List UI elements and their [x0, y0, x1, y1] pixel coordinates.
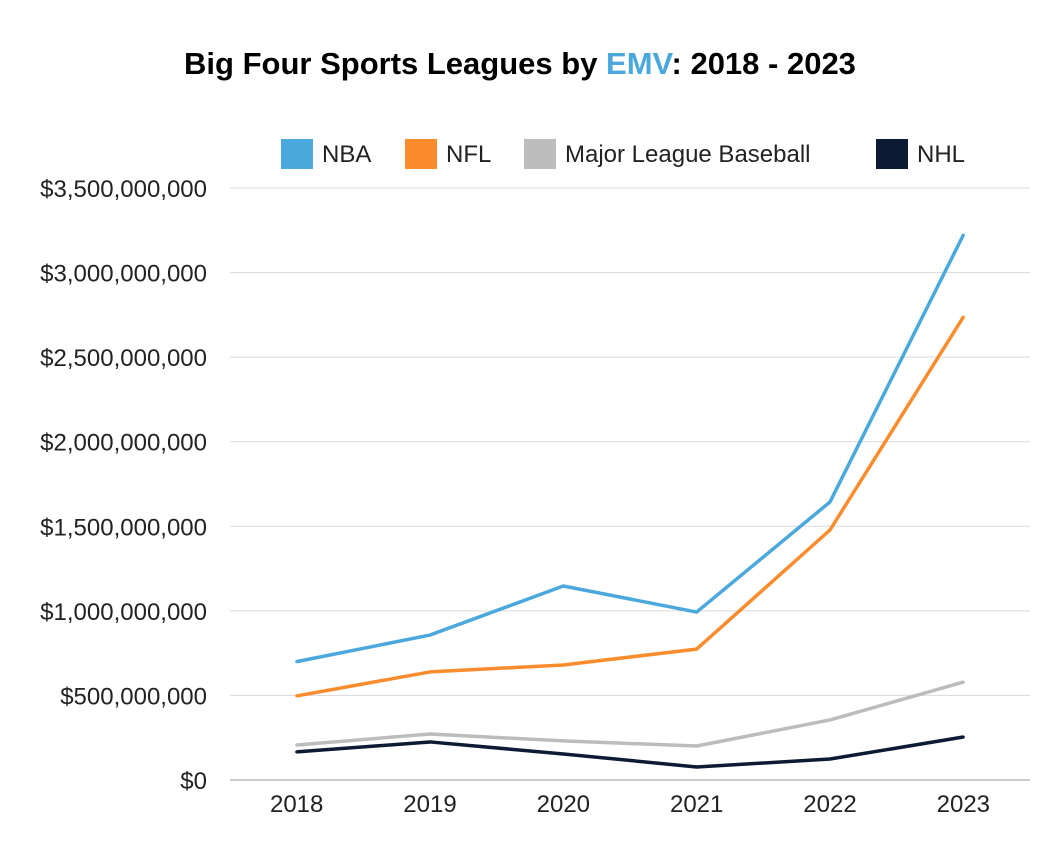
- y-tick-label: $3,000,000,000: [40, 261, 207, 288]
- data-point: [561, 584, 565, 588]
- data-point: [295, 750, 299, 754]
- data-point: [828, 528, 832, 532]
- data-point: [428, 670, 432, 674]
- data-point: [428, 740, 432, 744]
- y-tick-label: $3,500,000,000: [40, 176, 207, 203]
- legend-swatch: [876, 139, 908, 169]
- data-point: [561, 752, 565, 756]
- y-tick-label: $1,000,000,000: [40, 599, 207, 626]
- x-tick-label: 2020: [537, 791, 590, 818]
- data-point: [695, 744, 699, 748]
- x-tick-label: 2018: [270, 791, 323, 818]
- title-text-end: : 2018 - 2023: [671, 46, 856, 81]
- legend-swatch: [405, 139, 437, 169]
- title-text: Big Four Sports Leagues by: [184, 46, 607, 81]
- x-tick-label: 2023: [937, 791, 990, 818]
- series-line-nba: [296, 234, 965, 664]
- legend-label: NBA: [322, 141, 371, 168]
- legend-swatch: [524, 139, 556, 169]
- data-point: [561, 739, 565, 743]
- y-tick-label: $1,500,000,000: [40, 514, 207, 541]
- series-line-major-league-baseball: [296, 680, 964, 748]
- x-tick-label: 2022: [803, 791, 856, 818]
- data-point: [428, 633, 432, 637]
- data-point: [961, 735, 965, 739]
- data-point: [961, 315, 965, 319]
- data-point: [295, 660, 299, 664]
- series-line-nhl: [296, 735, 964, 769]
- title-highlight: EMV: [606, 46, 672, 81]
- series-line-nfl: [296, 316, 965, 698]
- data-point: [695, 765, 699, 769]
- data-point: [561, 663, 565, 667]
- data-point: [428, 732, 432, 736]
- legend-swatch: [281, 139, 313, 169]
- y-tick-label: $500,000,000: [60, 683, 207, 710]
- data-point: [828, 757, 832, 761]
- legend-label: Major League Baseball: [565, 141, 811, 168]
- data-point: [961, 233, 965, 237]
- data-point: [828, 718, 832, 722]
- legend-label: NHL: [917, 141, 965, 168]
- data-point: [695, 610, 699, 614]
- x-tick-label: 2021: [670, 791, 723, 818]
- data-point: [295, 694, 299, 698]
- data-point: [828, 500, 832, 504]
- y-tick-label: $0: [180, 768, 207, 795]
- legend-label: NFL: [446, 141, 491, 168]
- y-tick-label: $2,500,000,000: [40, 345, 207, 372]
- data-point: [961, 680, 965, 684]
- x-tick-label: 2019: [403, 791, 456, 818]
- data-point: [295, 743, 299, 747]
- data-point: [695, 647, 699, 651]
- chart-title: Big Four Sports Leagues by EMV: 2018 - 2…: [0, 46, 1040, 82]
- y-tick-label: $2,000,000,000: [40, 430, 207, 457]
